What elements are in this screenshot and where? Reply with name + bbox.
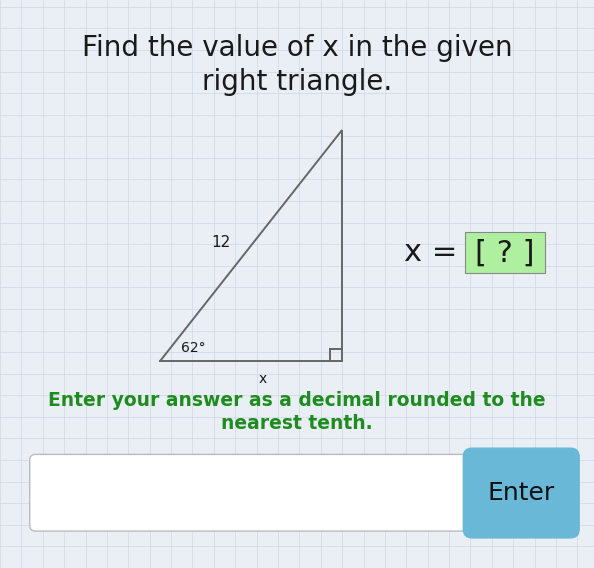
Text: x =: x =: [404, 238, 467, 268]
Text: [ ? ]: [ ? ]: [475, 238, 535, 268]
FancyBboxPatch shape: [30, 454, 469, 531]
FancyBboxPatch shape: [463, 448, 579, 538]
Text: right triangle.: right triangle.: [202, 68, 392, 97]
Text: x: x: [259, 372, 267, 386]
Text: Enter: Enter: [488, 481, 555, 505]
Text: 62°: 62°: [181, 341, 206, 355]
Text: 12: 12: [211, 235, 231, 250]
Text: Find the value of x in the given: Find the value of x in the given: [82, 34, 512, 62]
FancyBboxPatch shape: [465, 232, 545, 273]
Text: nearest tenth.: nearest tenth.: [221, 414, 373, 433]
Text: Enter your answer as a decimal rounded to the: Enter your answer as a decimal rounded t…: [48, 391, 546, 410]
